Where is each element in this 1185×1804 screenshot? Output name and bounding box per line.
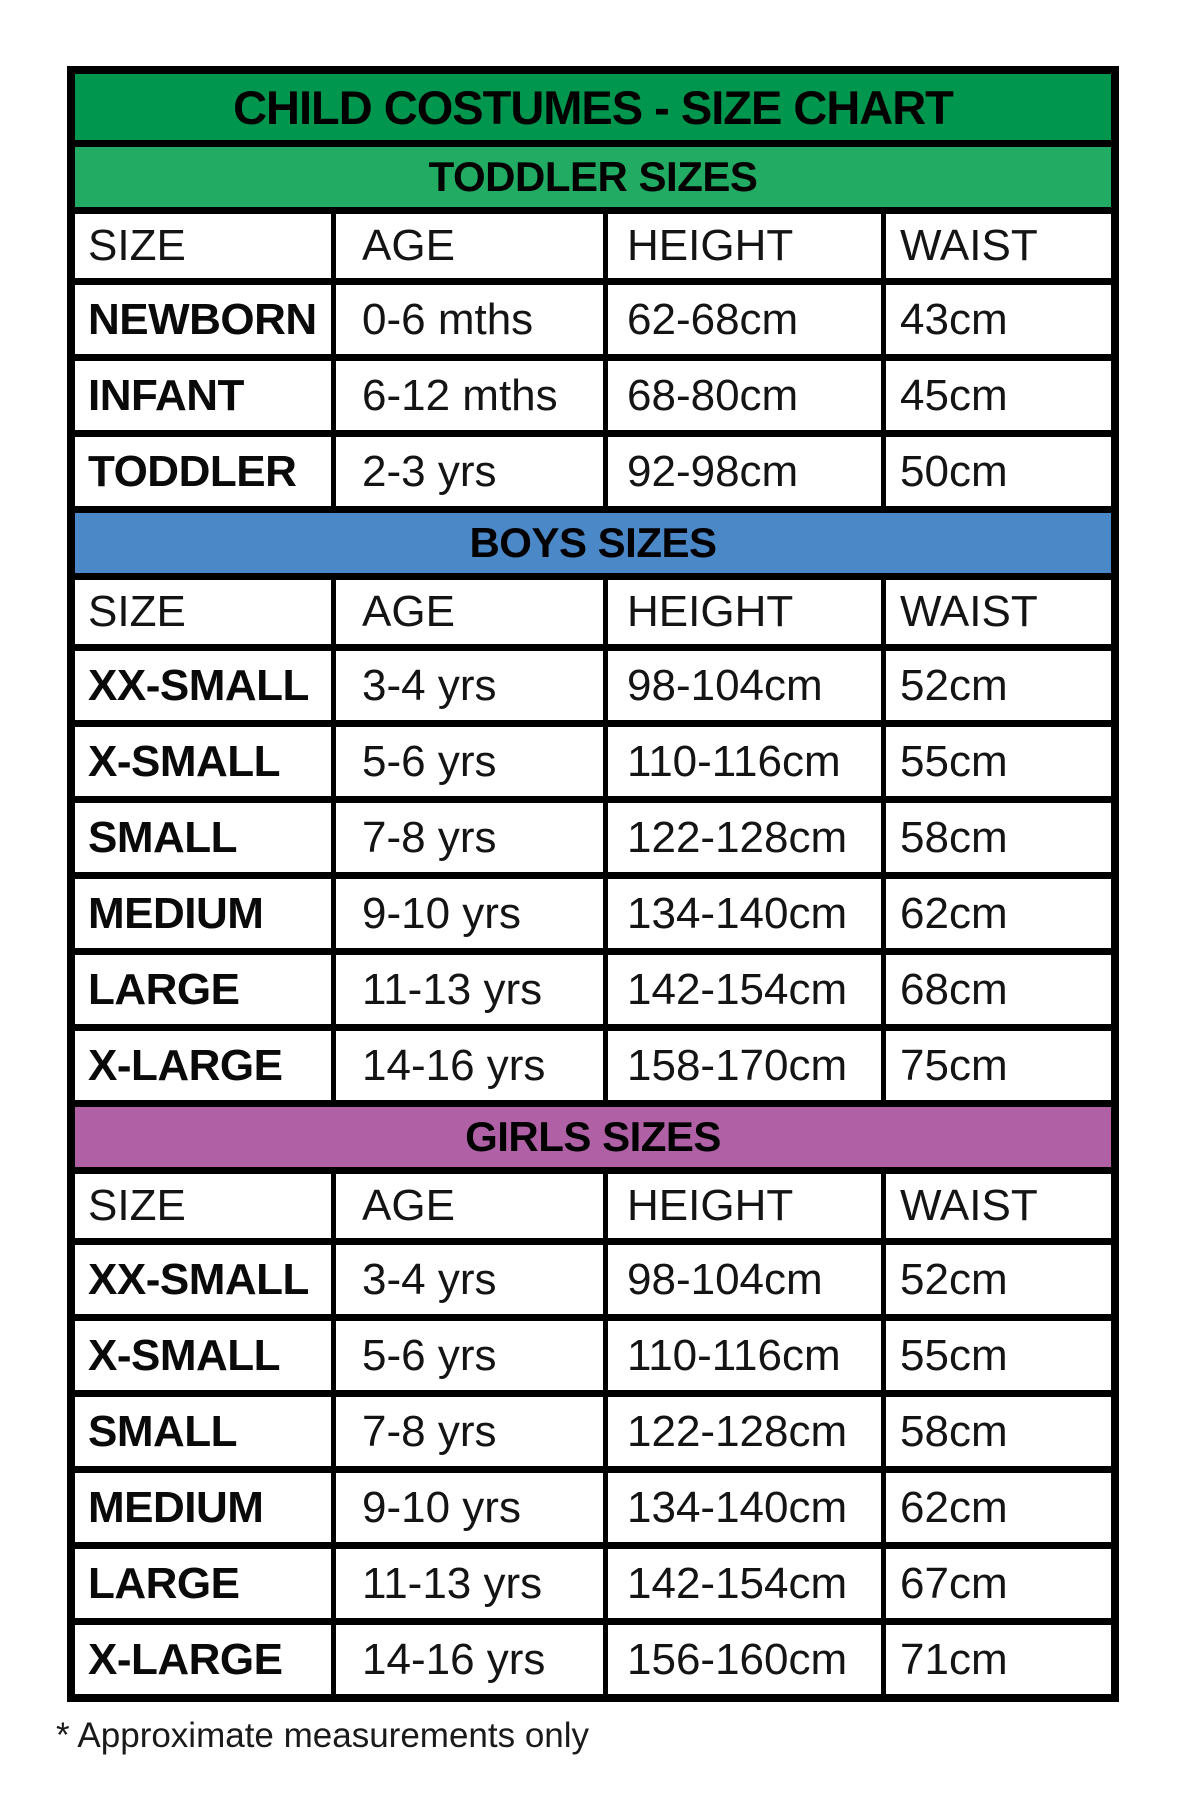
size-cell: X-SMALL (75, 727, 331, 796)
height-cell: 122-128cm (608, 803, 881, 872)
table-row: X-SMALL 5-6 yrs 110-116cm 55cm (75, 727, 1111, 796)
size-chart-table: CHILD COSTUMES - SIZE CHART TODDLER SIZE… (67, 66, 1119, 1702)
size-cell: NEWBORN (75, 285, 331, 354)
table-row: LARGE 11-13 yrs 142-154cm 68cm (75, 955, 1111, 1024)
age-cell: 7-8 yrs (336, 1397, 603, 1466)
waist-cell: 52cm (886, 1245, 1111, 1314)
size-cell: TODDLER (75, 437, 331, 506)
size-cell: SMALL (75, 803, 331, 872)
table-row: INFANT 6-12 mths 68-80cm 45cm (75, 361, 1111, 430)
age-cell: 9-10 yrs (336, 1473, 603, 1542)
height-cell: 134-140cm (608, 1473, 881, 1542)
table-row: X-LARGE 14-16 yrs 158-170cm 75cm (75, 1031, 1111, 1100)
age-cell: 11-13 yrs (336, 1549, 603, 1618)
waist-cell: 71cm (886, 1625, 1111, 1694)
size-cell: XX-SMALL (75, 1245, 331, 1314)
waist-cell: 68cm (886, 955, 1111, 1024)
height-cell: 110-116cm (608, 1321, 881, 1390)
height-cell: 158-170cm (608, 1031, 881, 1100)
waist-cell: 50cm (886, 437, 1111, 506)
waist-cell: 58cm (886, 1397, 1111, 1466)
column-header-age: AGE (336, 214, 603, 278)
section-header-girls: GIRLS SIZES (75, 1107, 1111, 1167)
waist-cell: 55cm (886, 727, 1111, 796)
column-header-row: SIZE AGE HEIGHT WAIST (75, 214, 1111, 278)
waist-cell: 58cm (886, 803, 1111, 872)
size-cell: XX-SMALL (75, 651, 331, 720)
table-row: MEDIUM 9-10 yrs 134-140cm 62cm (75, 879, 1111, 948)
waist-cell: 52cm (886, 651, 1111, 720)
column-header-size: SIZE (75, 214, 331, 278)
column-header-age: AGE (336, 1174, 603, 1238)
waist-cell: 62cm (886, 879, 1111, 948)
age-cell: 14-16 yrs (336, 1031, 603, 1100)
waist-cell: 67cm (886, 1549, 1111, 1618)
column-header-size: SIZE (75, 1174, 331, 1238)
table-row: X-SMALL 5-6 yrs 110-116cm 55cm (75, 1321, 1111, 1390)
column-header-waist: WAIST (886, 580, 1111, 644)
table-row: X-LARGE 14-16 yrs 156-160cm 71cm (75, 1625, 1111, 1694)
column-header-age: AGE (336, 580, 603, 644)
size-cell: LARGE (75, 1549, 331, 1618)
size-cell: X-LARGE (75, 1031, 331, 1100)
height-cell: 134-140cm (608, 879, 881, 948)
table-row: SMALL 7-8 yrs 122-128cm 58cm (75, 803, 1111, 872)
column-header-waist: WAIST (886, 214, 1111, 278)
age-cell: 6-12 mths (336, 361, 603, 430)
age-cell: 2-3 yrs (336, 437, 603, 506)
size-cell: MEDIUM (75, 1473, 331, 1542)
age-cell: 14-16 yrs (336, 1625, 603, 1694)
size-cell: SMALL (75, 1397, 331, 1466)
height-cell: 68-80cm (608, 361, 881, 430)
size-cell: X-SMALL (75, 1321, 331, 1390)
size-cell: INFANT (75, 361, 331, 430)
table-row: SMALL 7-8 yrs 122-128cm 58cm (75, 1397, 1111, 1466)
chart-title: CHILD COSTUMES - SIZE CHART (75, 74, 1111, 140)
waist-cell: 43cm (886, 285, 1111, 354)
footnote: * Approximate measurements only (56, 1716, 590, 1755)
age-cell: 11-13 yrs (336, 955, 603, 1024)
table-row: TODDLER 2-3 yrs 92-98cm 50cm (75, 437, 1111, 506)
size-cell: LARGE (75, 955, 331, 1024)
height-cell: 92-98cm (608, 437, 881, 506)
age-cell: 3-4 yrs (336, 1245, 603, 1314)
waist-cell: 62cm (886, 1473, 1111, 1542)
column-header-height: HEIGHT (608, 214, 881, 278)
height-cell: 98-104cm (608, 651, 881, 720)
section-header-toddler: TODDLER SIZES (75, 147, 1111, 207)
column-header-size: SIZE (75, 580, 331, 644)
age-cell: 5-6 yrs (336, 1321, 603, 1390)
age-cell: 0-6 mths (336, 285, 603, 354)
height-cell: 122-128cm (608, 1397, 881, 1466)
size-cell: X-LARGE (75, 1625, 331, 1694)
section-header-boys: BOYS SIZES (75, 513, 1111, 573)
table-row: LARGE 11-13 yrs 142-154cm 67cm (75, 1549, 1111, 1618)
size-cell: MEDIUM (75, 879, 331, 948)
height-cell: 62-68cm (608, 285, 881, 354)
age-cell: 7-8 yrs (336, 803, 603, 872)
waist-cell: 45cm (886, 361, 1111, 430)
height-cell: 110-116cm (608, 727, 881, 796)
table-row: MEDIUM 9-10 yrs 134-140cm 62cm (75, 1473, 1111, 1542)
height-cell: 142-154cm (608, 1549, 881, 1618)
height-cell: 156-160cm (608, 1625, 881, 1694)
age-cell: 5-6 yrs (336, 727, 603, 796)
table-row: XX-SMALL 3-4 yrs 98-104cm 52cm (75, 1245, 1111, 1314)
waist-cell: 55cm (886, 1321, 1111, 1390)
column-header-row: SIZE AGE HEIGHT WAIST (75, 580, 1111, 644)
age-cell: 3-4 yrs (336, 651, 603, 720)
column-header-height: HEIGHT (608, 580, 881, 644)
height-cell: 98-104cm (608, 1245, 881, 1314)
age-cell: 9-10 yrs (336, 879, 603, 948)
table-row: NEWBORN 0-6 mths 62-68cm 43cm (75, 285, 1111, 354)
column-header-waist: WAIST (886, 1174, 1111, 1238)
waist-cell: 75cm (886, 1031, 1111, 1100)
column-header-height: HEIGHT (608, 1174, 881, 1238)
table-row: XX-SMALL 3-4 yrs 98-104cm 52cm (75, 651, 1111, 720)
column-header-row: SIZE AGE HEIGHT WAIST (75, 1174, 1111, 1238)
height-cell: 142-154cm (608, 955, 881, 1024)
